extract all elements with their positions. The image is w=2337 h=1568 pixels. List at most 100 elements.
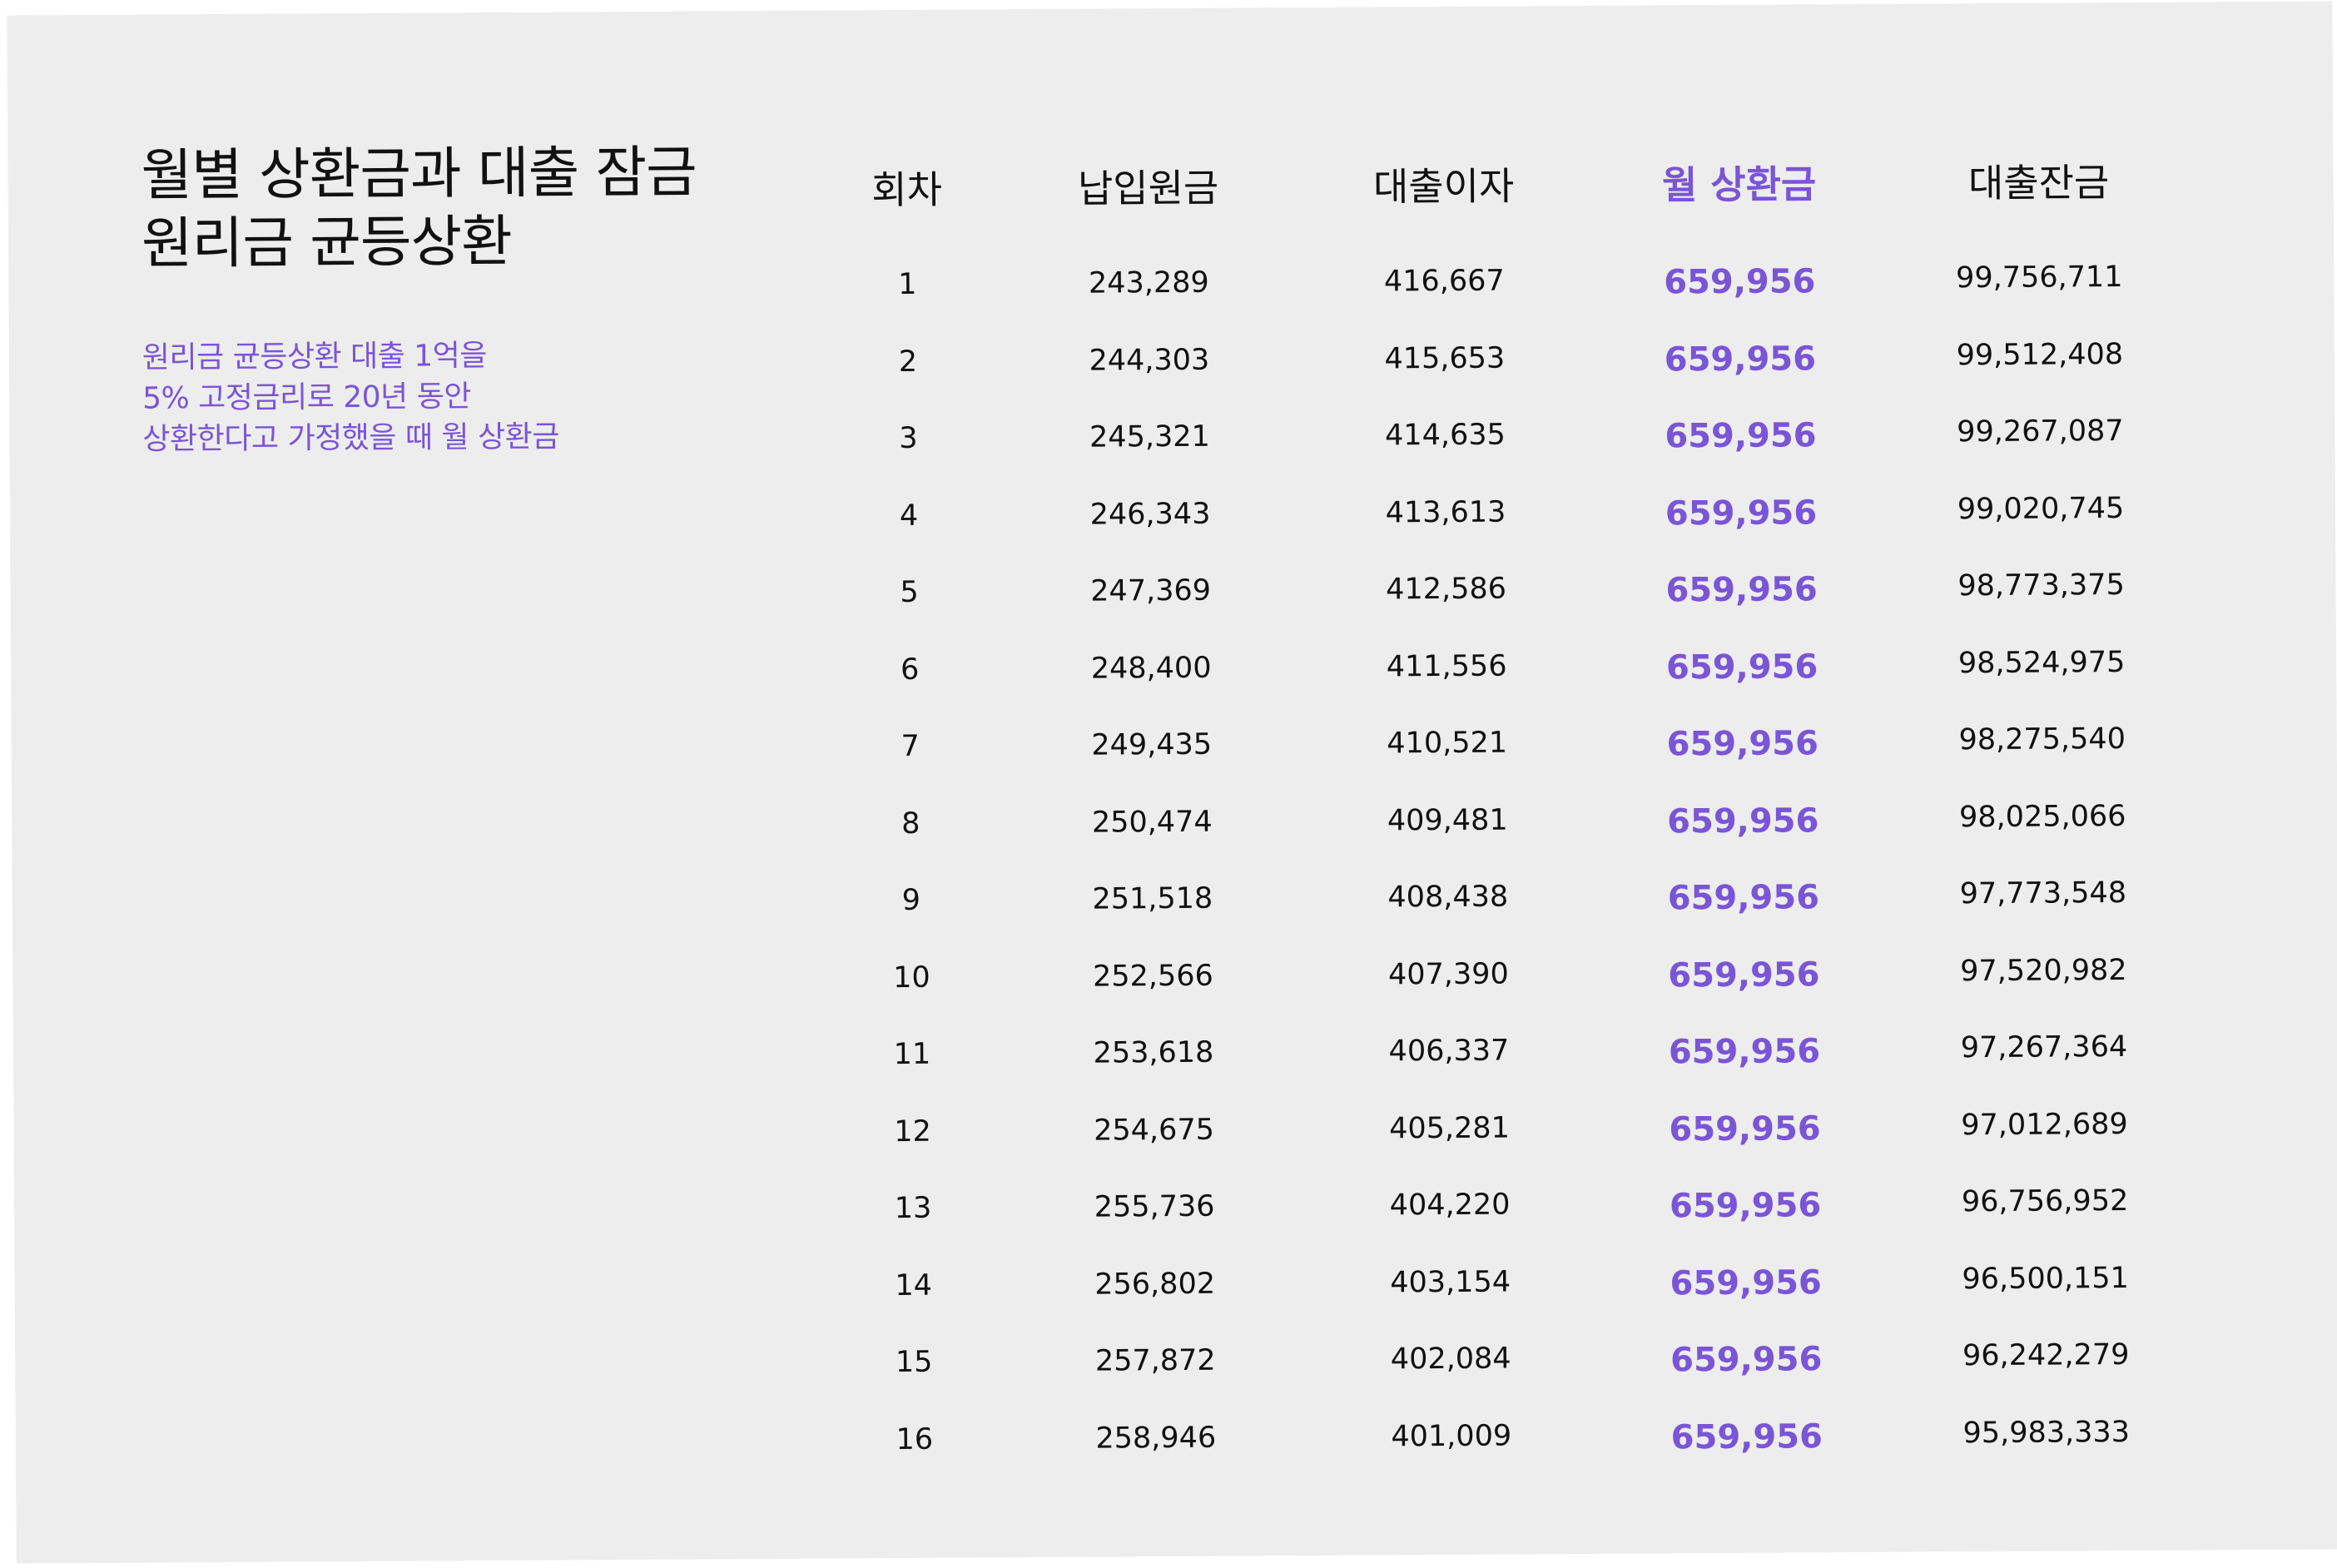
cell-principal: 245,321 bbox=[1089, 419, 1210, 454]
cell-interest: 401,009 bbox=[1391, 1419, 1512, 1453]
cell-interest: 416,667 bbox=[1383, 264, 1505, 299]
cell-interest: 406,337 bbox=[1388, 1034, 1510, 1069]
cell-remaining-balance: 98,025,066 bbox=[1958, 799, 2126, 834]
table-row: 11 253,618 406,337 659,956 97,267,364 bbox=[821, 1030, 2195, 1116]
cell-monthly-payment: 659,956 bbox=[1664, 262, 1816, 302]
cell-installment: 9 bbox=[901, 883, 921, 918]
cell-interest: 404,220 bbox=[1389, 1188, 1511, 1223]
cell-interest: 413,613 bbox=[1385, 495, 1506, 529]
cell-interest: 409,481 bbox=[1387, 803, 1508, 837]
cell-remaining-balance: 97,520,982 bbox=[1960, 953, 2127, 988]
cell-installment: 6 bbox=[900, 653, 920, 687]
cell-monthly-payment: 659,956 bbox=[1666, 724, 1818, 764]
table-header: 회차 납입원금 대출이자 월 상환금 대출잔금 bbox=[815, 136, 2189, 269]
cell-monthly-payment: 659,956 bbox=[1665, 493, 1818, 533]
header-interest: 대출이자 bbox=[1372, 163, 1515, 210]
cell-monthly-payment: 659,956 bbox=[1668, 955, 1820, 995]
description-line-2: 5% 고정금리로 20년 동안 bbox=[142, 380, 471, 416]
header-monthly-payment: 월 상환금 bbox=[1661, 161, 1817, 208]
cell-installment: 5 bbox=[900, 575, 919, 610]
cell-installment: 10 bbox=[893, 960, 930, 995]
table-row: 8 250,474 409,481 659,956 98,025,066 bbox=[819, 799, 2193, 885]
title-line-1: 월별 상환금과 대출 잠금 bbox=[141, 139, 697, 208]
cell-remaining-balance: 98,773,375 bbox=[1957, 568, 2125, 603]
cell-principal: 256,802 bbox=[1094, 1267, 1216, 1302]
table-row: 2 244,303 415,653 659,956 99,512,408 bbox=[816, 337, 2191, 423]
cell-remaining-balance: 99,756,711 bbox=[1955, 261, 2123, 295]
cell-installment: 13 bbox=[894, 1191, 932, 1226]
cell-installment: 12 bbox=[894, 1114, 931, 1149]
cell-interest: 412,586 bbox=[1386, 572, 1507, 607]
cell-monthly-payment: 659,956 bbox=[1665, 570, 1818, 610]
cell-installment: 7 bbox=[901, 729, 920, 764]
header-remaining-balance: 대출잔금 bbox=[1967, 160, 2110, 206]
document-sheet: 월별 상환금과 대출 잠금 원리금 균등상환 원리금 균등상환 대출 1억을 5… bbox=[7, 1, 2337, 1564]
cell-interest: 415,653 bbox=[1384, 341, 1506, 375]
cell-installment: 3 bbox=[899, 421, 918, 456]
cell-principal: 252,566 bbox=[1092, 959, 1213, 994]
cell-interest: 408,438 bbox=[1387, 880, 1509, 915]
cell-installment: 14 bbox=[895, 1268, 933, 1303]
cell-monthly-payment: 659,956 bbox=[1667, 878, 1820, 918]
cell-remaining-balance: 99,020,745 bbox=[1957, 491, 2125, 526]
cell-monthly-payment: 659,956 bbox=[1665, 647, 1818, 687]
cell-principal: 253,618 bbox=[1093, 1035, 1214, 1070]
table-row: 5 247,369 412,586 659,956 98,773,375 bbox=[817, 568, 2191, 654]
table-header-row: 회차 납입원금 대출이자 월 상환금 대출잔금 bbox=[815, 136, 2189, 269]
cell-principal: 243,289 bbox=[1088, 265, 1209, 300]
cell-remaining-balance: 96,756,952 bbox=[1961, 1184, 2129, 1219]
cell-interest: 405,281 bbox=[1389, 1111, 1511, 1145]
table-row: 3 245,321 414,635 659,956 99,267,087 bbox=[816, 414, 2191, 500]
cell-principal: 251,518 bbox=[1092, 881, 1213, 916]
cell-monthly-payment: 659,956 bbox=[1665, 416, 1817, 456]
cell-monthly-payment: 659,956 bbox=[1670, 1263, 1822, 1303]
cell-principal: 247,369 bbox=[1090, 573, 1212, 608]
header-principal: 납입원금 bbox=[1077, 165, 1219, 211]
cell-monthly-payment: 659,956 bbox=[1670, 1417, 1823, 1456]
table-row: 6 248,400 411,556 659,956 98,524,975 bbox=[818, 645, 2192, 731]
table-row: 7 249,435 410,521 659,956 98,275,540 bbox=[819, 722, 2193, 808]
cell-monthly-payment: 659,956 bbox=[1668, 1032, 1821, 1072]
cell-remaining-balance: 97,012,689 bbox=[1961, 1107, 2128, 1142]
cell-installment: 4 bbox=[899, 499, 919, 533]
description-line-1: 원리금 균등상환 대출 1억을 bbox=[141, 339, 488, 375]
cell-remaining-balance: 98,524,975 bbox=[1957, 645, 2126, 680]
cell-installment: 8 bbox=[901, 806, 920, 841]
table-row: 12 254,675 405,281 659,956 97,012,689 bbox=[821, 1107, 2195, 1193]
page-title: 월별 상환금과 대출 잠금 원리금 균등상환 bbox=[141, 137, 697, 277]
description: 원리금 균등상환 대출 1억을 5% 고정금리로 20년 동안 상환한다고 가정… bbox=[142, 335, 559, 460]
cell-remaining-balance: 95,983,333 bbox=[1962, 1415, 2131, 1450]
cell-monthly-payment: 659,956 bbox=[1667, 801, 1819, 841]
table-row: 14 256,802 403,154 659,956 96,500,151 bbox=[822, 1261, 2196, 1347]
cell-monthly-payment: 659,956 bbox=[1664, 339, 1817, 379]
cell-monthly-payment: 659,956 bbox=[1670, 1340, 1823, 1380]
cell-interest: 414,635 bbox=[1384, 418, 1506, 453]
cell-principal: 246,343 bbox=[1089, 497, 1211, 532]
repayment-schedule-table: 회차 납입원금 대출이자 월 상환금 대출잔금 1 243,289 416,667 659,9… bbox=[815, 136, 2196, 1501]
cell-principal: 257,872 bbox=[1094, 1343, 1216, 1378]
cell-interest: 407,390 bbox=[1387, 957, 1509, 991]
cell-principal: 244,303 bbox=[1089, 343, 1210, 378]
cell-interest: 410,521 bbox=[1387, 726, 1508, 761]
table-row: 4 246,343 413,613 659,956 99,020,745 bbox=[817, 491, 2191, 577]
cell-principal: 249,435 bbox=[1091, 727, 1213, 762]
header-installment: 회차 bbox=[871, 166, 943, 213]
cell-interest: 411,556 bbox=[1386, 649, 1507, 683]
cell-remaining-balance: 96,242,279 bbox=[1962, 1338, 2130, 1373]
cell-interest: 402,084 bbox=[1390, 1342, 1511, 1377]
cell-remaining-balance: 99,512,408 bbox=[1956, 337, 2124, 372]
table-row: 1 243,289 416,667 659,956 99,756,711 bbox=[816, 261, 2190, 346]
table-row: 13 255,736 404,220 659,956 96,756,952 bbox=[821, 1184, 2196, 1270]
title-line-2: 원리금 균등상환 bbox=[141, 208, 513, 276]
table-row: 10 252,566 407,390 659,956 97,520,982 bbox=[820, 953, 2194, 1039]
description-line-3: 상환한다고 가정했을 때 월 상환금 bbox=[142, 419, 560, 457]
cell-principal: 254,675 bbox=[1094, 1113, 1215, 1148]
cell-installment: 15 bbox=[895, 1345, 933, 1380]
cell-installment: 11 bbox=[893, 1037, 931, 1072]
cell-principal: 258,946 bbox=[1095, 1421, 1217, 1456]
table-row: 16 258,946 401,009 659,956 95,983,333 bbox=[823, 1415, 2197, 1501]
cell-remaining-balance: 97,267,364 bbox=[1960, 1030, 2128, 1065]
cell-principal: 255,736 bbox=[1094, 1189, 1215, 1224]
cell-installment: 16 bbox=[896, 1422, 934, 1456]
cell-remaining-balance: 98,275,540 bbox=[1958, 722, 2126, 757]
